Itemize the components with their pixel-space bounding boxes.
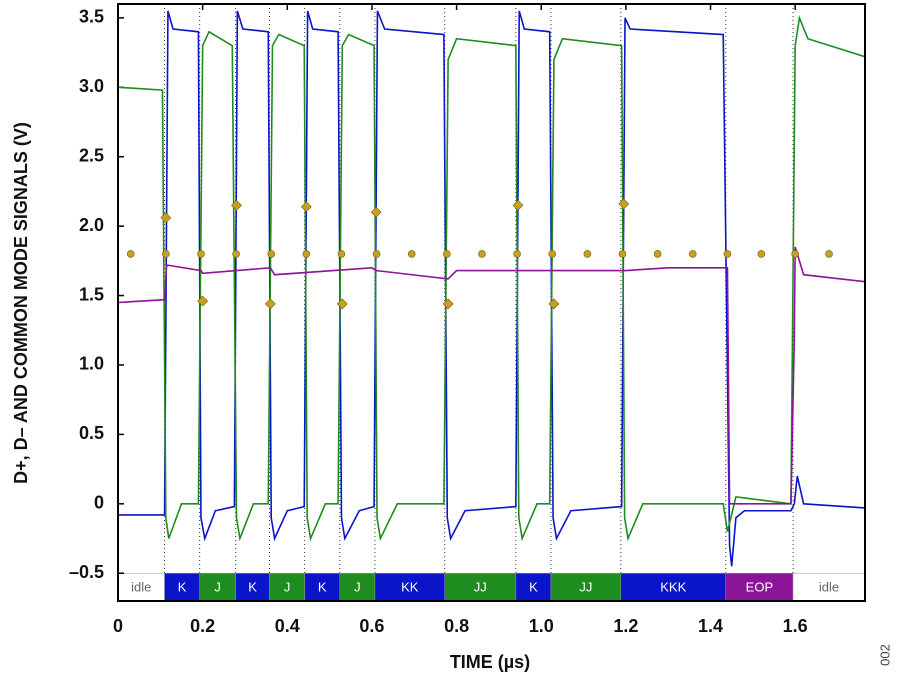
x-tick-label: 0.2 xyxy=(190,616,215,636)
segment-label: KK xyxy=(401,580,419,595)
x-tick-label: 0.4 xyxy=(275,616,300,636)
segment xyxy=(339,572,376,602)
dot-marker xyxy=(583,250,592,258)
dot-marker xyxy=(653,250,662,258)
dot-marker xyxy=(372,250,381,258)
y-tick-label: 1.0 xyxy=(79,354,104,374)
y-tick-label: 1.5 xyxy=(79,284,104,304)
segment xyxy=(164,572,200,602)
x-tick-label: 1.2 xyxy=(613,616,638,636)
figure-id: 002 xyxy=(877,644,892,666)
x-tick-label: 1.4 xyxy=(698,616,723,636)
dot-marker xyxy=(791,250,799,258)
dot-marker xyxy=(126,250,135,258)
segment xyxy=(620,572,727,602)
y-tick-label: 0 xyxy=(94,493,104,513)
x-tick-label: 0.8 xyxy=(444,616,469,636)
x-tick-label: 1.6 xyxy=(783,616,808,636)
segment-label: EOP xyxy=(746,580,773,595)
segment-label: JJ xyxy=(579,580,592,595)
dot-marker xyxy=(302,250,311,258)
signal-line xyxy=(118,246,865,505)
x-tick-label: 0 xyxy=(113,616,123,636)
diamond-marker xyxy=(618,198,630,210)
y-tick-label: 2.5 xyxy=(79,145,104,165)
segment xyxy=(444,572,517,602)
x-tick-label: 0.6 xyxy=(359,616,384,636)
dot-marker xyxy=(162,250,170,258)
segment-label: K xyxy=(529,580,538,595)
segment-label: J xyxy=(284,580,291,595)
dot-marker xyxy=(688,250,697,258)
dot-marker xyxy=(197,250,205,258)
diamond-marker xyxy=(300,201,312,213)
y-axis-title: D+, D– AND COMMON MODE SIGNALS (V) xyxy=(11,122,31,484)
segment-label: K xyxy=(248,580,257,595)
segment xyxy=(792,572,866,602)
diamond-marker xyxy=(231,199,242,211)
dot-marker xyxy=(337,250,346,258)
diamond-marker xyxy=(512,199,524,211)
dot-marker xyxy=(443,250,451,258)
segment xyxy=(117,572,165,602)
diamond-marker xyxy=(370,206,382,218)
diamond-marker xyxy=(548,298,560,310)
dot-marker xyxy=(723,250,732,258)
y-tick-label: –0.5 xyxy=(69,562,104,582)
diamond-marker xyxy=(264,298,276,310)
y-tick-label: 3.5 xyxy=(79,7,104,27)
segment-label: idle xyxy=(819,580,839,595)
dot-marker xyxy=(407,250,416,258)
y-tick-label: 2.0 xyxy=(79,215,104,235)
dot-marker xyxy=(267,250,276,258)
plot-area xyxy=(118,10,865,567)
plot-frame xyxy=(117,3,866,602)
dot-marker xyxy=(478,250,486,258)
segment-label: idle xyxy=(131,580,151,595)
segment-label: J xyxy=(214,580,221,595)
signal-line xyxy=(118,10,865,567)
y-tick-label: 3.0 xyxy=(79,76,104,96)
diamond-marker xyxy=(336,298,348,310)
segment xyxy=(304,572,341,602)
segment-label: JJ xyxy=(474,580,487,595)
dot-marker xyxy=(618,250,627,258)
x-axis-title: TIME (µs) xyxy=(450,652,530,672)
y-tick-label: 0.5 xyxy=(79,423,104,443)
segment xyxy=(235,572,270,602)
segment xyxy=(725,572,794,602)
diamond-marker xyxy=(197,295,209,307)
dot-marker xyxy=(757,250,766,258)
diamond-marker xyxy=(442,298,454,310)
segment-label: K xyxy=(318,580,327,595)
segment-label: J xyxy=(354,580,361,595)
dot-marker xyxy=(513,250,521,258)
signal-line xyxy=(118,14,865,542)
segment-label: KKK xyxy=(660,580,686,595)
dot-marker xyxy=(548,250,557,258)
dot-marker xyxy=(232,250,240,258)
diamond-marker xyxy=(160,212,172,224)
x-tick-label: 1.0 xyxy=(529,616,554,636)
dot-marker xyxy=(825,250,833,258)
segment-label: K xyxy=(178,580,187,595)
